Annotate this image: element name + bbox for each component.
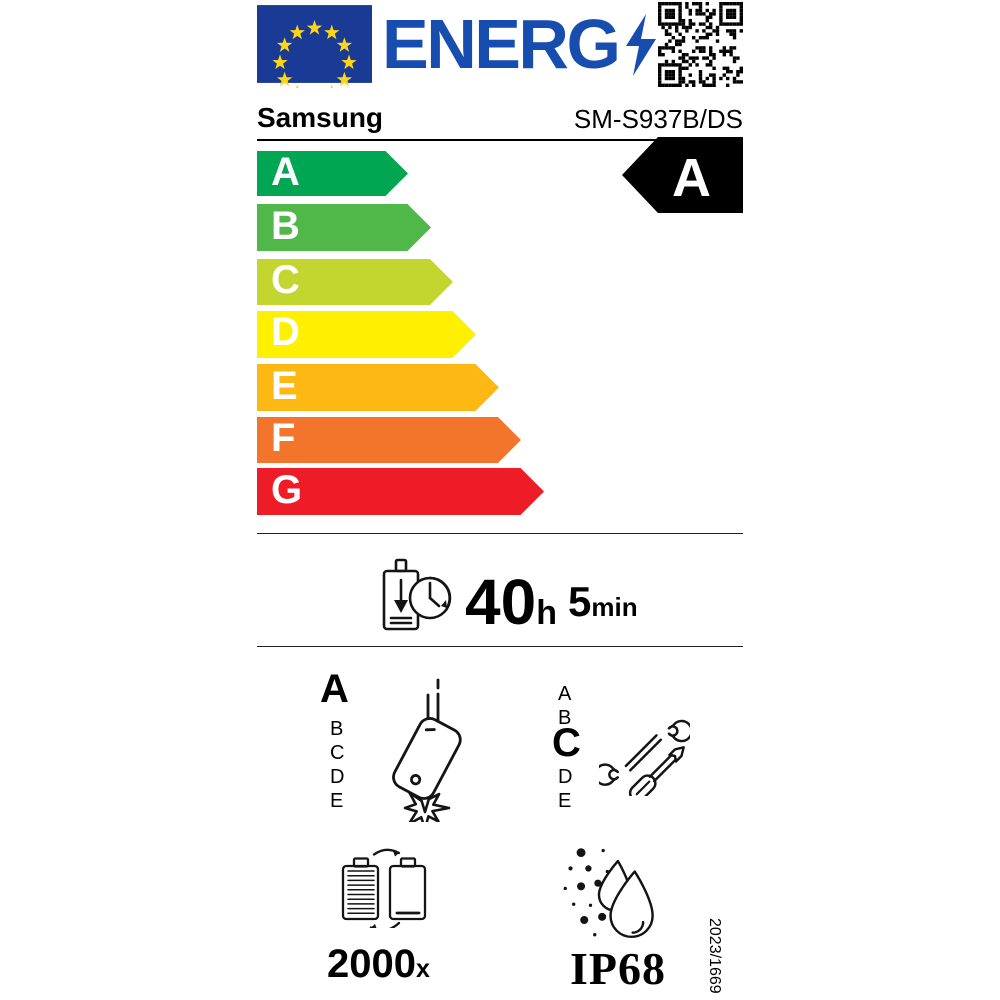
svg-text:A: A (672, 148, 711, 208)
